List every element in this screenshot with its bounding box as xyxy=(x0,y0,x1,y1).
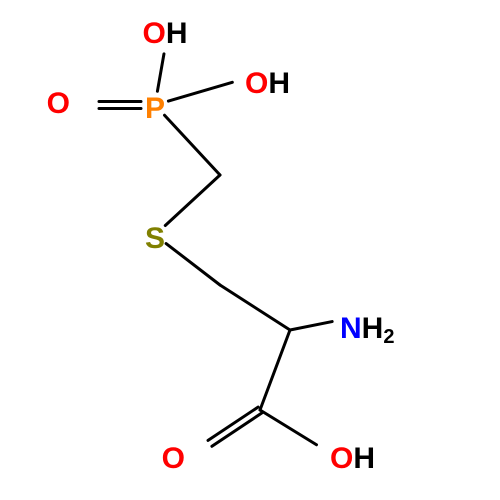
atom-P: P xyxy=(145,92,165,125)
bond xyxy=(168,82,232,101)
atom-OH_acid: OH xyxy=(330,442,375,475)
atom-O_dbl_P: O xyxy=(47,87,70,120)
bond xyxy=(166,244,220,285)
bond xyxy=(157,54,164,91)
molecule-canvas: O OH OH P S NH2 O OH xyxy=(0,0,500,500)
bond xyxy=(208,407,258,440)
bond xyxy=(165,175,220,226)
bond xyxy=(260,410,316,445)
atom-S: S xyxy=(145,222,165,255)
atom-NH2: NH2 xyxy=(340,312,394,348)
atom-OH_right: OH xyxy=(245,67,290,100)
bond xyxy=(212,413,262,446)
bond xyxy=(260,330,290,410)
bond xyxy=(165,115,220,175)
atom-O_dbl_C: O xyxy=(162,442,185,475)
bond xyxy=(290,322,332,330)
atom-OH_top: OH xyxy=(142,17,187,50)
bond xyxy=(220,285,290,330)
